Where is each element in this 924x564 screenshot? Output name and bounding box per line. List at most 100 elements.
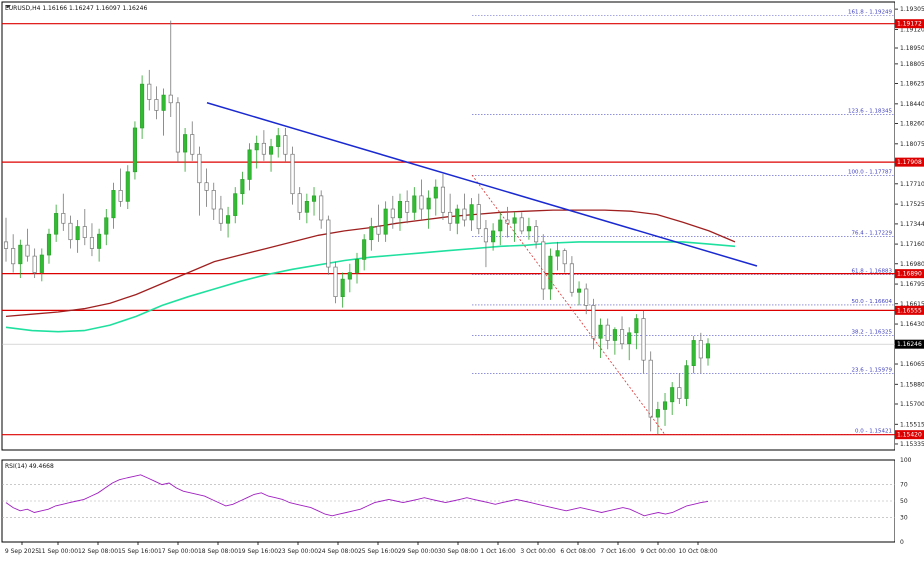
candle-body xyxy=(25,244,30,257)
candle-body xyxy=(605,324,610,341)
candle-body xyxy=(526,226,531,232)
candle-body xyxy=(154,99,159,111)
candle-body xyxy=(390,208,395,219)
bearish-trendline xyxy=(206,102,758,267)
candle-body xyxy=(97,233,102,249)
candle-body xyxy=(326,219,331,268)
candle-body xyxy=(354,259,360,273)
x-tick-label: 30 Sep 08:00 xyxy=(438,548,478,555)
y-tick-label: 1.17160 xyxy=(900,241,924,248)
candle-body xyxy=(218,208,223,224)
candle-body xyxy=(261,142,266,155)
candle-body xyxy=(311,195,317,202)
x-tick-label: 6 Oct 08:00 xyxy=(560,548,595,555)
rsi-tick-label: 70 xyxy=(900,482,908,489)
candle-body xyxy=(347,272,352,280)
candle-body xyxy=(634,318,639,334)
candle-body xyxy=(333,266,338,298)
x-tick-label: 9 Sep 2025 xyxy=(5,548,39,555)
candle-body xyxy=(426,197,431,210)
fib-level-label: 100.0 - 1.17787 xyxy=(848,169,892,175)
candle-body xyxy=(469,204,474,221)
fib-swing-line xyxy=(471,174,666,435)
rsi-label: RSI(14) 49.4668 xyxy=(5,463,54,470)
candle-body xyxy=(118,190,123,202)
candle-body xyxy=(577,288,582,293)
candle-body xyxy=(584,288,589,306)
key-level-price-label: 1.16555 xyxy=(897,307,922,314)
candle-body xyxy=(612,329,617,341)
candle-body xyxy=(705,343,711,359)
key-level-price-label: 1.15420 xyxy=(897,432,922,439)
candle-body xyxy=(68,222,73,241)
candle-body xyxy=(283,135,288,155)
candle-body xyxy=(655,409,660,418)
candle-body xyxy=(677,387,682,399)
candle-body xyxy=(455,208,460,224)
candle-body xyxy=(412,195,417,213)
y-tick-label: 1.15335 xyxy=(900,441,924,448)
candle-body xyxy=(476,204,481,230)
candle-body xyxy=(297,193,302,213)
candle-body xyxy=(104,217,109,235)
y-tick-label: 1.15700 xyxy=(900,401,924,408)
moving-average-green xyxy=(5,241,736,333)
candle-body xyxy=(362,239,367,260)
y-tick-label: 1.16795 xyxy=(900,281,924,288)
candle-body xyxy=(534,226,539,243)
key-level-price-box xyxy=(895,305,924,315)
y-tick-label: 1.17344 xyxy=(900,221,924,228)
candle-body xyxy=(190,134,195,155)
y-tick-label: 1.17525 xyxy=(900,201,924,208)
x-tick-label: 25 Sep 16:00 xyxy=(358,548,398,555)
price-axis-bg xyxy=(895,0,924,560)
candle-body xyxy=(233,193,238,216)
key-level-price-label: 1.16890 xyxy=(897,271,922,278)
candle-body xyxy=(168,94,173,104)
candle-body xyxy=(397,201,403,219)
key-level-price-box xyxy=(895,269,924,279)
candle-body xyxy=(183,134,188,153)
x-tick-label: 23 Sep 00:00 xyxy=(278,548,318,555)
candle-body xyxy=(254,142,259,151)
candle-body xyxy=(319,195,324,221)
y-tick-label: 1.18075 xyxy=(900,141,924,148)
current-price-label: 1.16246 xyxy=(897,341,922,348)
candle-body xyxy=(569,263,574,293)
candle-body xyxy=(448,211,453,224)
fib-level-label: 161.8 - 1.19249 xyxy=(848,9,892,15)
x-tick-label: 7 Oct 16:00 xyxy=(600,548,635,555)
candle-body xyxy=(54,213,59,235)
fib-level-label: 61.8 - 1.16883 xyxy=(852,268,893,274)
candle-body xyxy=(369,226,374,241)
y-tick-label: 1.16980 xyxy=(900,261,924,268)
key-level-price-box xyxy=(895,19,924,29)
y-tick-label: 1.15515 xyxy=(900,421,924,428)
candle-body xyxy=(290,153,295,195)
x-tick-label: 10 Oct 08:00 xyxy=(678,548,717,555)
rsi-line xyxy=(5,474,709,517)
candle-body xyxy=(75,226,80,241)
fib-level-label: 123.6 - 1.18345 xyxy=(848,108,892,114)
candle-body xyxy=(376,226,381,235)
candle-body xyxy=(340,278,345,298)
candle-body xyxy=(498,219,503,232)
fib-level-label: 0.0 - 1.15421 xyxy=(855,429,892,435)
candle-body xyxy=(39,254,44,273)
candle-body xyxy=(662,401,668,410)
candle-body xyxy=(548,255,553,290)
candle-body xyxy=(211,190,216,210)
rsi-tick-label: 30 xyxy=(900,514,908,521)
candle-body xyxy=(462,208,467,221)
key-level-price-box xyxy=(895,430,924,440)
candle-body xyxy=(204,182,209,191)
x-tick-label: 24 Sep 08:00 xyxy=(318,548,358,555)
candle-body xyxy=(670,387,675,403)
fib-level-label: 38.2 - 1.16325 xyxy=(852,330,893,336)
x-tick-label: 18 Sep 08:00 xyxy=(198,548,238,555)
candle-body xyxy=(598,324,603,339)
candle-body xyxy=(383,208,388,235)
current-price-box xyxy=(895,339,924,349)
candle-body xyxy=(619,329,625,345)
